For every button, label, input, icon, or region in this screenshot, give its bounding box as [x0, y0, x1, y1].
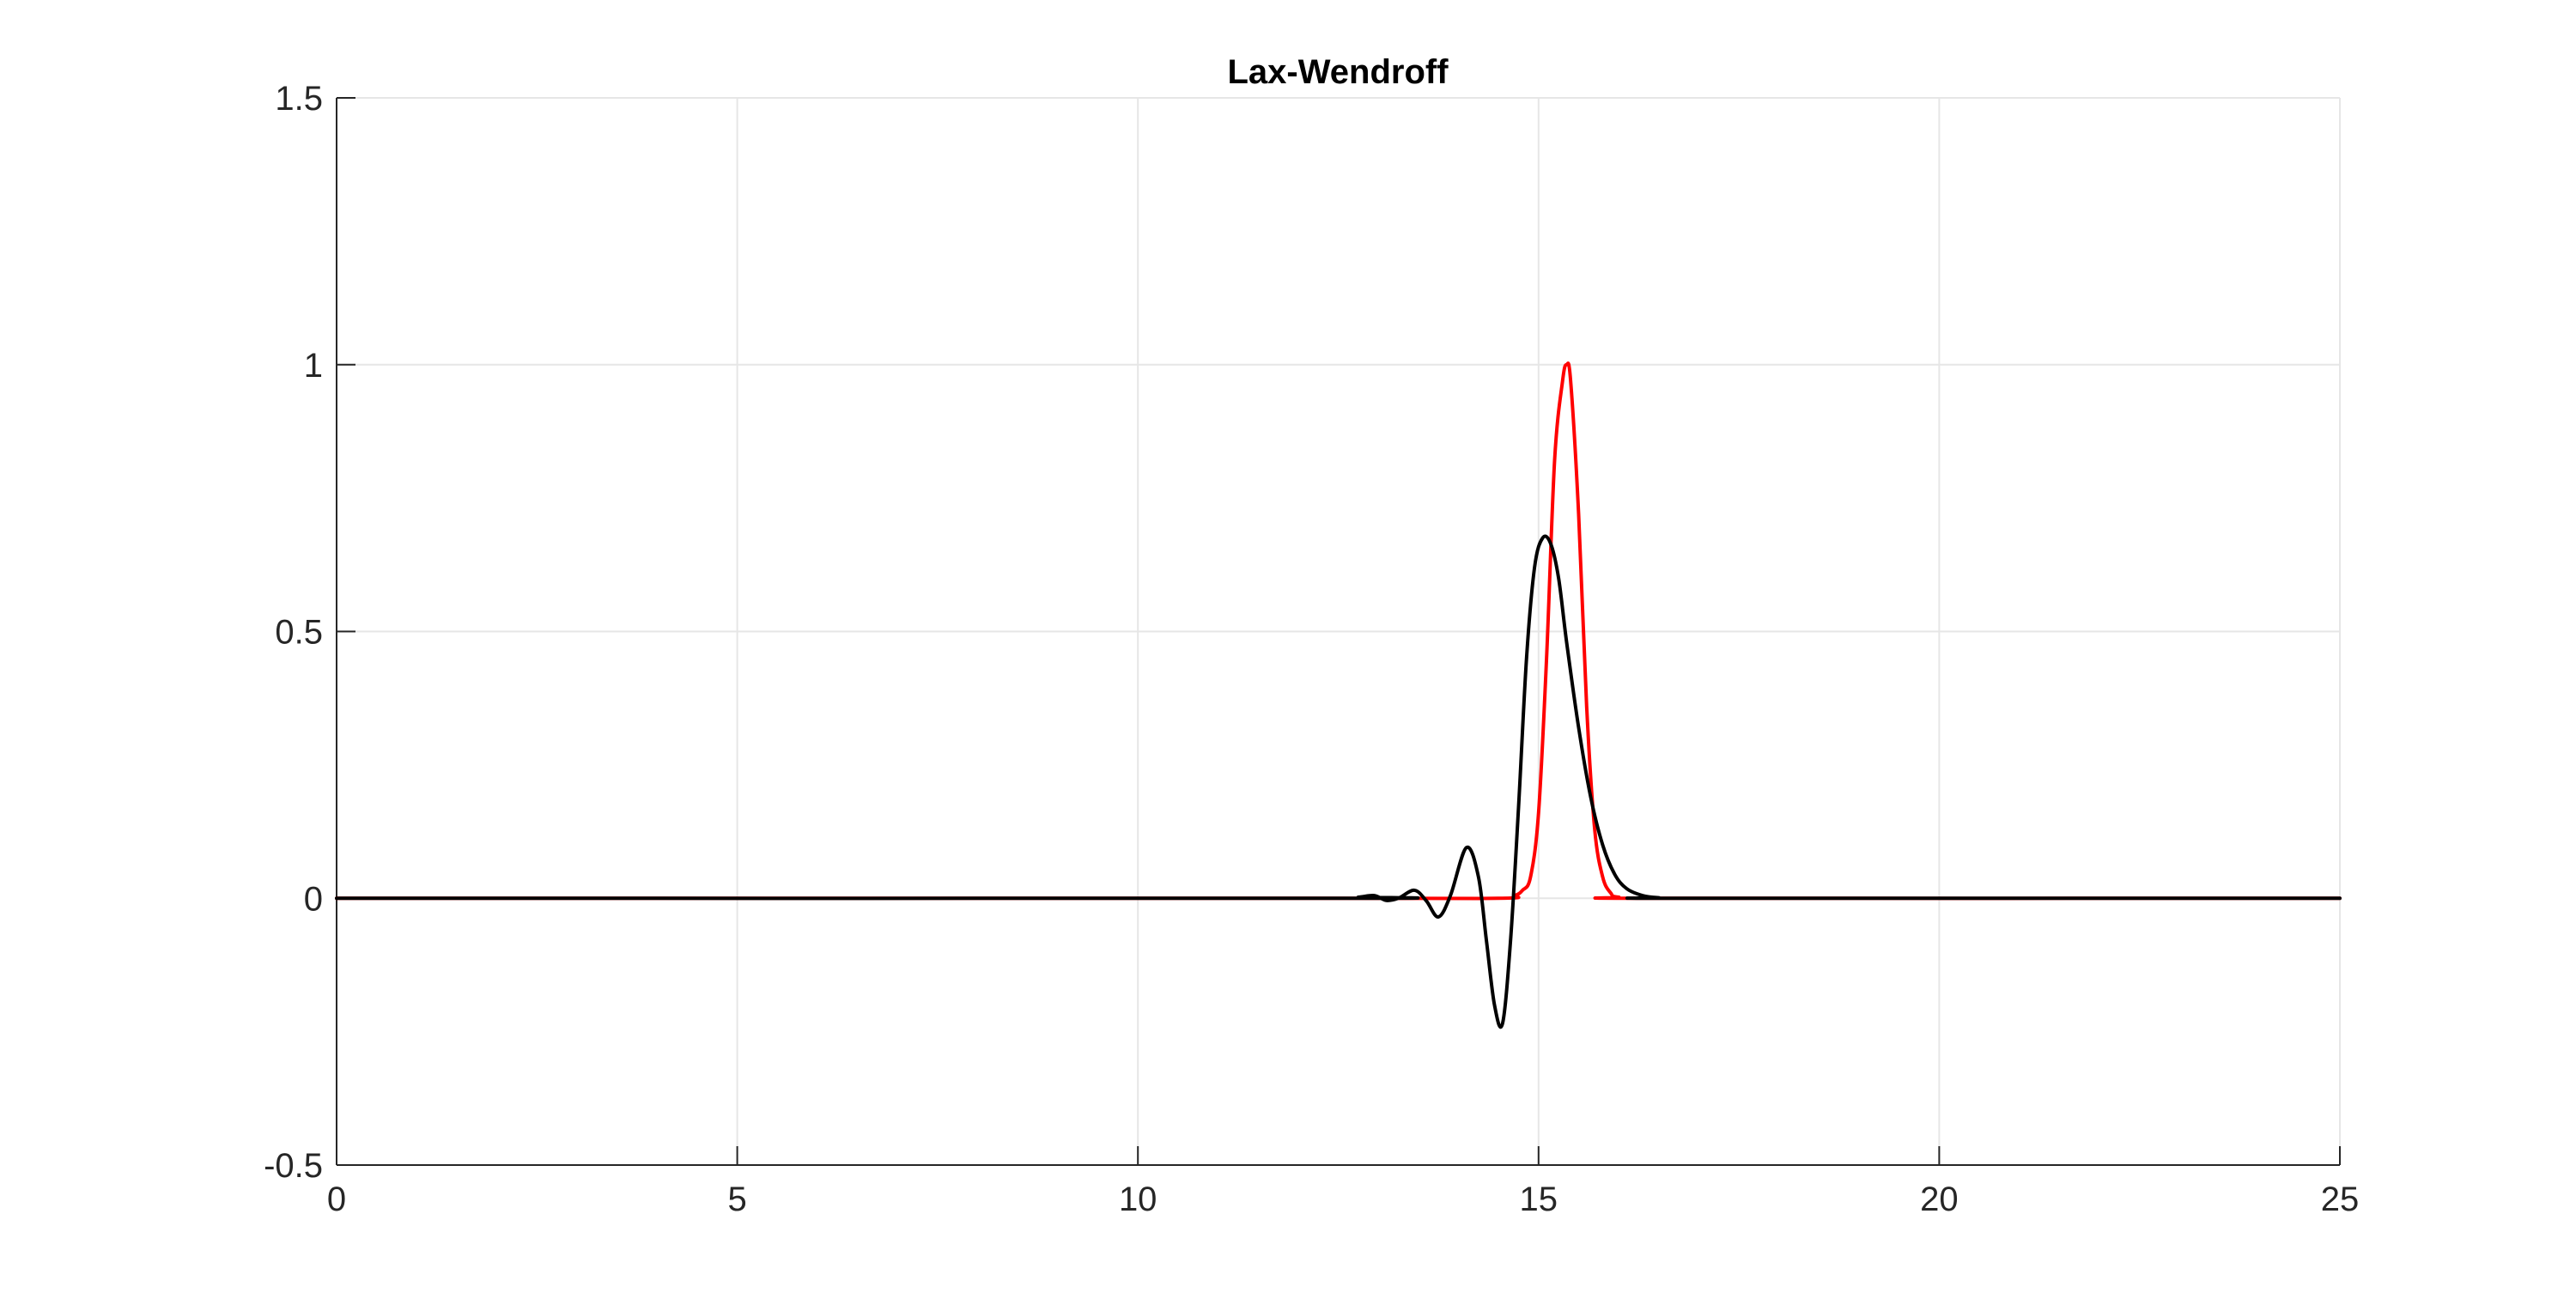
x-tick-label: 10	[1119, 1181, 1157, 1218]
x-tick-label: 25	[2321, 1181, 2360, 1218]
y-tick-label: 1.5	[275, 80, 323, 118]
tick-label-layer: 0 5 10 15 20 25-0.500.511.5	[264, 80, 2359, 1218]
chart-title: Lax-Wendroff	[1227, 53, 1449, 91]
grid-layer	[336, 97, 2341, 1166]
y-tick-label: 0	[304, 880, 323, 918]
x-tick-label: 0	[327, 1181, 346, 1218]
series-line-2	[335, 534, 2342, 1029]
series-layer	[335, 361, 2342, 1029]
x-tick-label: 20	[1920, 1181, 1959, 1218]
y-tick-label: 1	[304, 347, 323, 385]
x-tick-label: 15	[1520, 1181, 1558, 1218]
y-tick-label: 0.5	[275, 614, 323, 652]
x-tick-label: 5	[727, 1181, 746, 1218]
axes-layer	[336, 97, 2341, 1166]
series-line-1	[335, 361, 2342, 901]
y-tick-label: -0.5	[264, 1147, 323, 1185]
